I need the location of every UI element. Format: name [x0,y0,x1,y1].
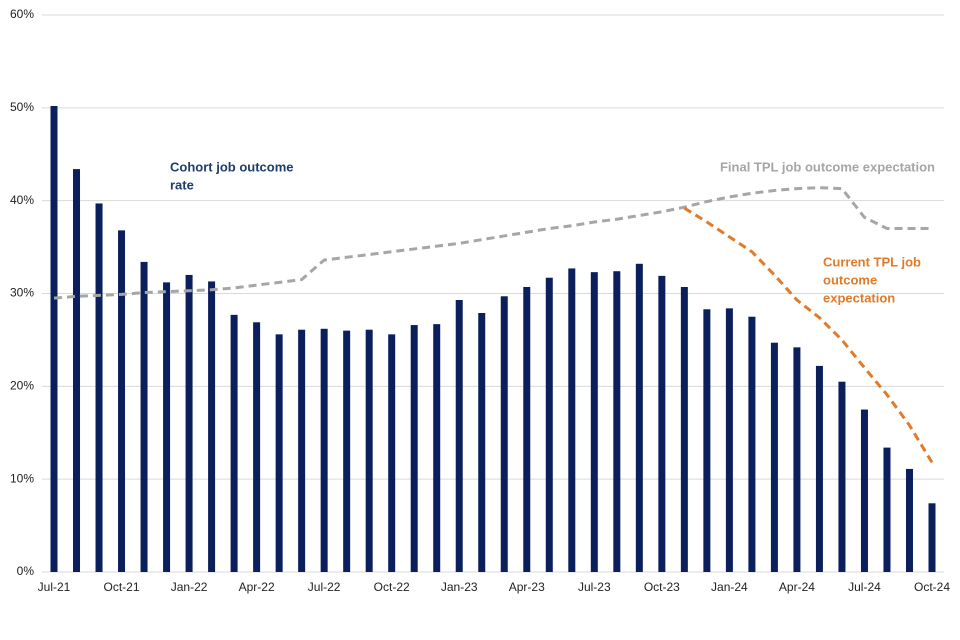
x-tick-label: Jul-21 [38,580,71,594]
line [683,206,934,464]
bar [140,261,148,572]
bar [590,272,598,572]
bar [860,409,868,572]
bar [433,324,441,572]
annotation: expectation [823,290,895,305]
x-tick-label: Oct-23 [644,580,680,594]
bar [568,268,576,572]
bar [253,322,261,572]
bar [838,381,846,572]
bar [163,282,171,572]
x-tick-label: Oct-22 [374,580,410,594]
y-tick-label: 0% [17,564,35,578]
x-tick-label: Apr-24 [779,580,815,594]
bar [208,281,216,572]
y-tick-label: 30% [10,286,34,300]
bar [680,287,688,572]
annotation: rate [170,177,194,192]
bar [928,503,936,572]
bar [365,329,373,572]
bar [73,169,81,572]
bar [725,308,733,572]
y-tick-label: 20% [10,379,34,393]
x-tick-label: Jan-23 [441,580,478,594]
bar [320,328,328,572]
bar [635,263,643,572]
bar [613,271,621,572]
bar [388,334,396,572]
x-tick-label: Jan-24 [711,580,748,594]
bar [455,299,463,572]
bar [343,330,351,572]
x-tick-label: Apr-23 [509,580,545,594]
bar [275,334,283,572]
x-tick-label: Oct-24 [914,580,950,594]
bar [883,447,891,572]
x-tick-label: Jan-22 [171,580,208,594]
bar [523,287,531,572]
x-tick-label: Jul-22 [308,580,341,594]
bar [50,105,58,572]
bar [658,275,666,572]
x-tick-label: Jul-23 [578,580,611,594]
annotation: Final TPL job outcome expectation [720,159,935,174]
bar [185,274,193,572]
bar [410,325,418,572]
annotation: Current TPL job [823,254,921,269]
annotation: outcome [823,272,877,287]
bar [478,312,486,572]
line [53,186,932,300]
bar [703,309,711,572]
x-tick-label: Jul-24 [848,580,881,594]
bar [230,314,238,572]
y-tick-label: 60% [10,7,34,21]
bar [298,329,306,572]
bar [545,277,553,572]
y-tick-label: 40% [10,193,34,207]
x-tick-label: Oct-21 [104,580,140,594]
bar [118,230,126,572]
bar [815,365,823,572]
y-tick-label: 50% [10,100,34,114]
x-tick-label: Apr-22 [239,580,275,594]
bar [95,203,103,572]
bar [500,296,508,572]
bar [793,347,801,572]
y-tick-label: 10% [10,471,34,485]
bar [748,316,756,572]
annotation: Cohort job outcome [170,159,294,174]
bar [770,342,778,572]
bar [905,468,913,572]
